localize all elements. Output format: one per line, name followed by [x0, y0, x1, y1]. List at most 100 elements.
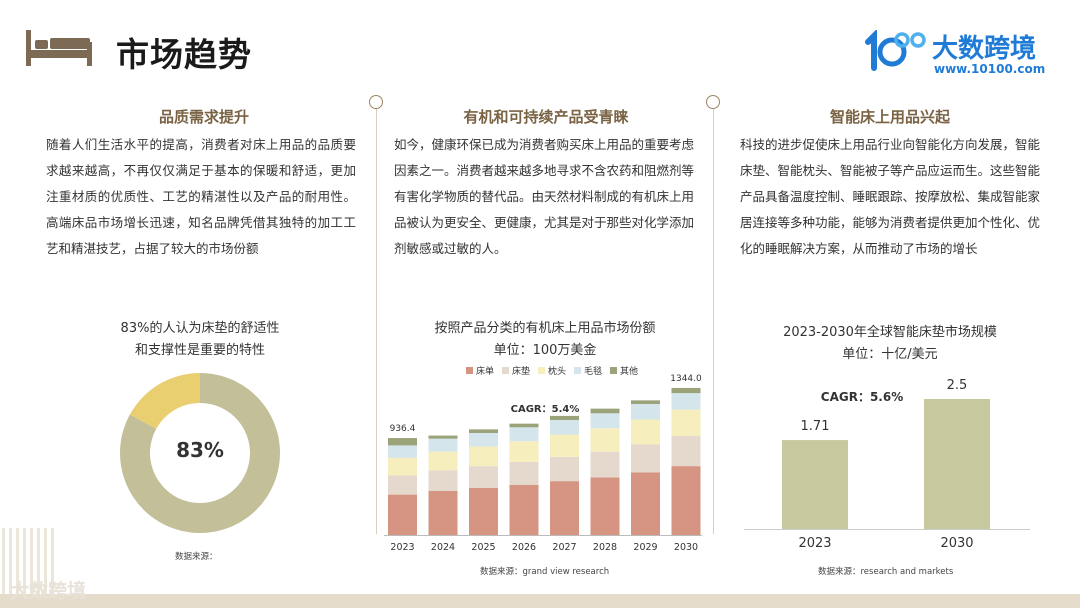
bar-segment — [590, 413, 620, 429]
bar-segment — [590, 408, 620, 414]
bar-segment — [388, 438, 417, 446]
bar-segment — [631, 419, 660, 445]
bar-segment — [509, 484, 539, 535]
donut-slice-main — [119, 373, 280, 533]
bar-segment — [428, 438, 458, 452]
stacked-bar-chart: 床单 床垫 枕头 毛毯 其他 CAGR：5.4% 2023 936.4 2024 2025 2026… — [384, 365, 702, 553]
bar-total-label: 1344.0 — [670, 374, 702, 384]
bar-segment — [550, 456, 579, 482]
bar-segment — [590, 477, 620, 535]
x-tick-label: 2028 — [593, 542, 617, 553]
bar-segment — [550, 420, 579, 435]
x-tick-label: 2025 — [471, 542, 495, 553]
bar-segment — [469, 487, 498, 535]
legend-swatch — [610, 367, 617, 374]
bar-segment — [428, 470, 458, 491]
bar — [924, 399, 990, 529]
bar-segment — [388, 457, 417, 476]
brand-name: 大数跨境 — [932, 34, 1037, 64]
legend-swatch — [574, 367, 581, 374]
x-tick-label: 2030 — [940, 536, 973, 551]
mattress-cagr-label: CAGR：5.6% — [821, 390, 903, 404]
bar-segment — [631, 472, 660, 535]
legend-swatch — [502, 367, 509, 374]
column-heading: 智能床上用品兴起 — [829, 108, 950, 126]
stacked-cagr-label: CAGR：5.4% — [511, 404, 580, 415]
stacked-source: 数据来源：grand view research — [480, 567, 610, 577]
divider-dot — [369, 95, 383, 109]
bar-segment — [509, 441, 539, 462]
bar-segment — [509, 423, 539, 428]
x-tick-label: 2027 — [552, 542, 576, 553]
bar-segment — [388, 445, 417, 458]
footer-brand: 大数跨境 — [10, 580, 87, 602]
legend-label: 床单 — [476, 365, 494, 377]
column-heading: 品质需求提升 — [158, 108, 249, 126]
donut-center-label: 83% — [176, 438, 224, 462]
bar-segment — [671, 393, 701, 410]
donut-slice-rest — [129, 373, 200, 429]
bar-segment — [388, 494, 417, 535]
column-heading: 有机和可持续产品受青睐 — [463, 108, 629, 126]
bar-segment — [550, 415, 579, 421]
bar-segment — [509, 461, 539, 485]
bar-value-label: 2.5 — [947, 378, 968, 393]
donut-chart — [119, 373, 280, 533]
stacked-chart-title-line1: 按照产品分类的有机床上用品市场份额 — [434, 321, 656, 336]
column-divider — [713, 104, 714, 534]
column-body: 随着人们生活水平的提高，消费者对床上用品的品质要求越来越高，不再仅仅满足于基本的… — [46, 137, 356, 256]
column-body: 如今，健康环保已成为消费者购买床上用品的重要考虑因素之一。消费者越来越多地寻求不… — [394, 137, 695, 256]
divider-dot — [706, 95, 720, 109]
mattress-source: 数据来源：research and markets — [818, 567, 954, 577]
brand-logo-icon — [865, 30, 926, 71]
column-body: 科技的进步促使床上用品行业向智能化方向发展，智能床垫、智能枕头、智能被子等产品应… — [740, 137, 1041, 256]
bar-segment — [631, 444, 660, 473]
legend-label: 枕头 — [548, 365, 566, 377]
mattress-chart-title: 2023-2030年全球智能床垫市场规模 单位：十亿/美元 — [740, 322, 1040, 366]
x-tick-label: 2023 — [798, 536, 831, 551]
donut-chart-title: 83%的人认为床垫的舒适性 和支撑性是重要的特性 — [60, 318, 340, 362]
bar-total-label: 936.4 — [390, 424, 416, 434]
legend-swatch — [538, 367, 545, 374]
bar — [782, 440, 848, 529]
bar-segment — [428, 451, 458, 471]
bar-segment — [590, 428, 620, 452]
bar-segment — [631, 400, 660, 404]
mattress-bar-chart: CAGR：5.6% 1.71 2023 2.5 2030 — [744, 378, 1030, 551]
bed-icon — [26, 30, 92, 66]
footer-stripes — [2, 528, 54, 608]
donut-source: 数据来源： — [175, 552, 218, 562]
stacked-chart-title-line2: 单位：100万美金 — [493, 343, 597, 358]
bar-segment — [469, 429, 498, 433]
bar-segment — [671, 466, 701, 535]
bar-segment — [631, 403, 660, 420]
bar-segment — [469, 446, 498, 467]
donut-chart-title-line2: 和支撑性是重要的特性 — [134, 343, 265, 358]
bar-segment — [590, 451, 620, 478]
bar-segment — [428, 435, 458, 439]
mattress-chart-title-line2: 单位：十亿/美元 — [842, 347, 938, 362]
bar-segment — [388, 475, 417, 495]
legend-label: 床垫 — [512, 365, 530, 377]
page-title: 市场趋势 — [116, 35, 252, 74]
bar-segment — [550, 481, 579, 535]
legend-swatch — [466, 367, 473, 374]
bar-segment — [671, 387, 701, 394]
bar-segment — [671, 409, 701, 437]
footer-band — [0, 594, 1080, 608]
legend-label: 毛毯 — [584, 365, 602, 377]
bar-value-label: 1.71 — [801, 419, 830, 434]
x-tick-label: 2024 — [431, 542, 455, 553]
brand-url: www.10100.com — [934, 62, 1046, 76]
x-tick-label: 2026 — [512, 542, 536, 553]
mattress-chart-title-line1: 2023-2030年全球智能床垫市场规模 — [783, 325, 997, 340]
donut-chart-title-line1: 83%的人认为床垫的舒适性 — [120, 321, 280, 336]
bar-segment — [509, 427, 539, 442]
bar-segment — [469, 466, 498, 488]
bar-segment — [428, 490, 458, 535]
stacked-chart-title: 按照产品分类的有机床上用品市场份额 单位：100万美金 — [390, 318, 700, 362]
bar-segment — [671, 436, 701, 467]
x-tick-label: 2029 — [633, 542, 657, 553]
x-tick-label: 2030 — [674, 542, 698, 553]
bar-segment — [550, 434, 579, 457]
